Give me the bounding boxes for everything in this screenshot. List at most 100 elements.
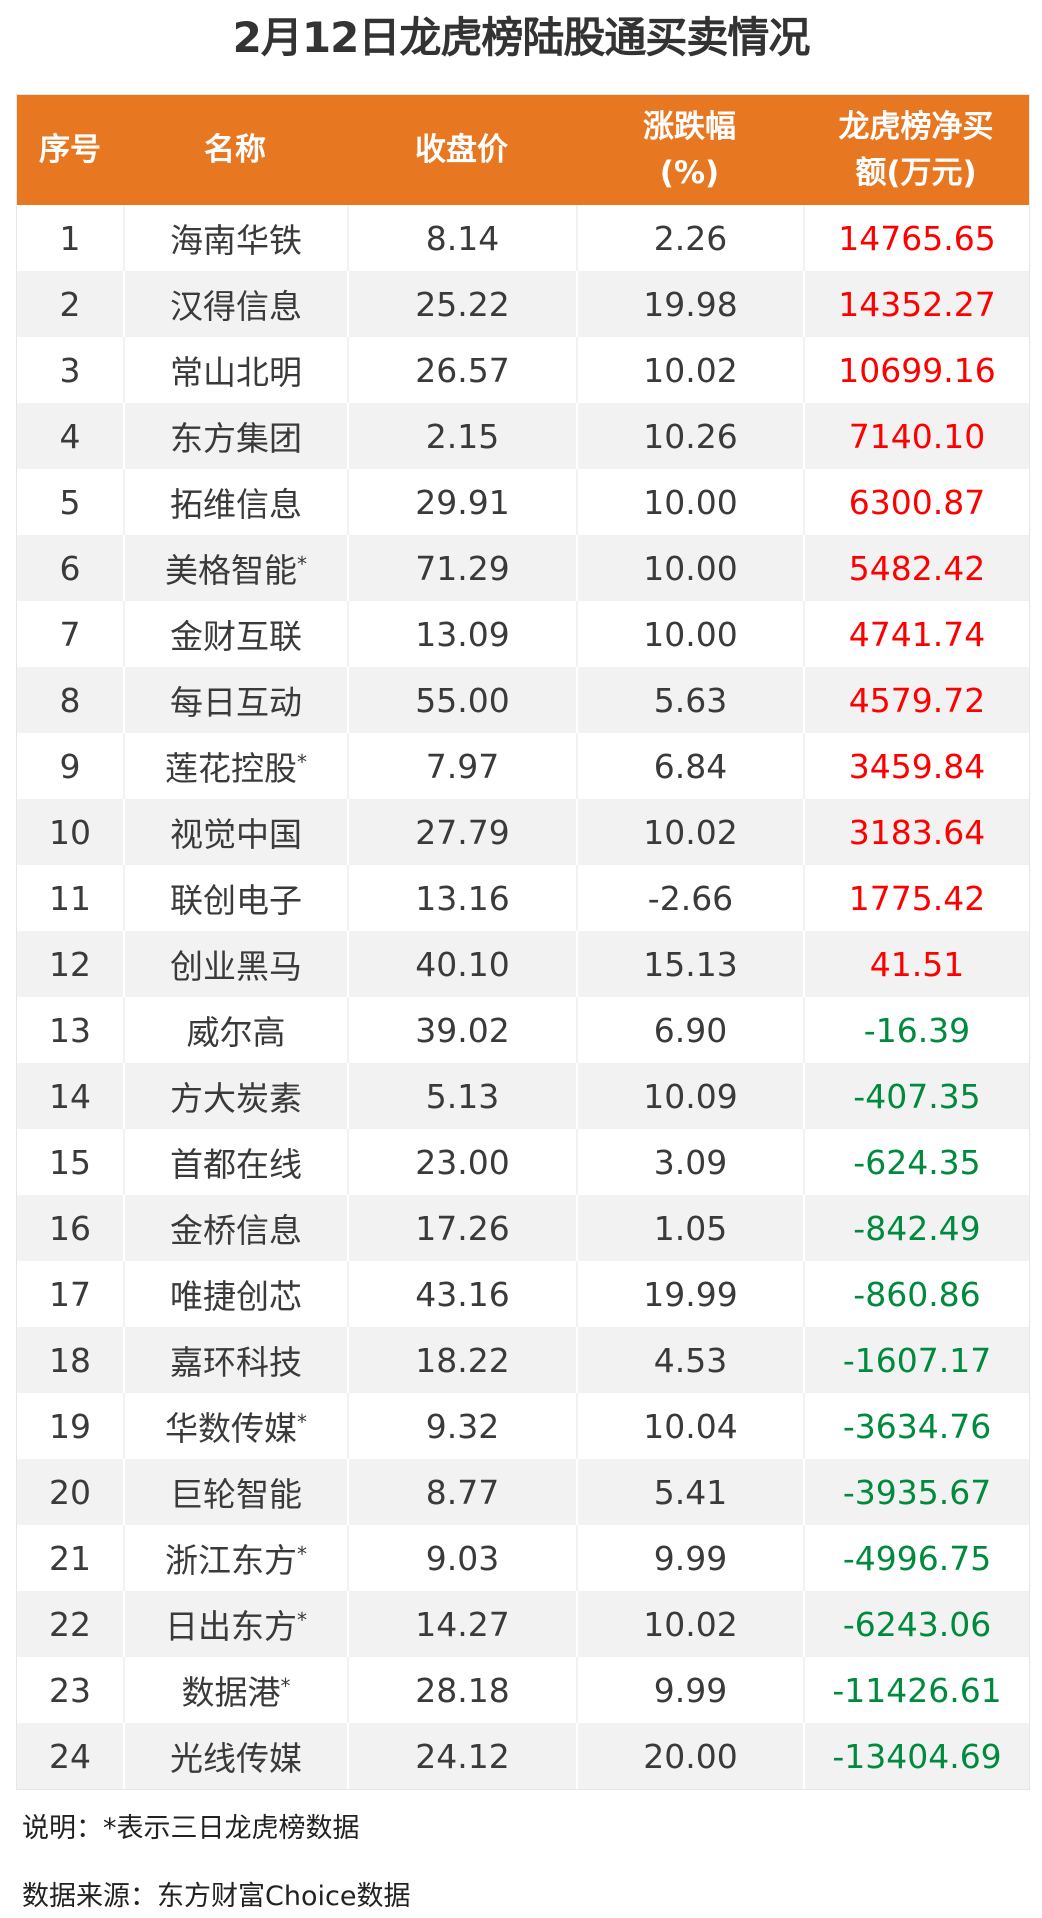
stock-name-text: 唯捷创芯 [170,1277,302,1316]
change-pct-text: 6.84 [653,746,728,786]
stock-name-text: 金桥信息 [170,1211,302,1250]
change-pct: 15.13 [576,931,803,997]
stock-name-text: 拓维信息 [170,485,302,524]
net-buy: 7140.10 [803,403,1029,469]
net-buy-text: 3459.84 [848,746,986,786]
stock-name-text: 数据港 [181,1673,281,1712]
net-buy: 4579.72 [803,667,1029,733]
stock-name: 每日互动 [123,667,347,733]
net-buy-text: -842.49 [853,1208,981,1248]
stock-name-text: 方大炭素 [170,1079,302,1118]
net-buy: -1607.17 [803,1327,1029,1393]
row-index-text: 20 [49,1472,91,1512]
net-buy-text: 3183.64 [848,812,986,852]
stock-name: 金桥信息 [123,1195,347,1261]
table-row: 23 数据港 * 28.18 9.99 -11426.61 [17,1657,1029,1723]
close-price: 2.15 [347,403,576,469]
table-row: 16 金桥信息 17.26 1.05 -842.49 [17,1195,1029,1261]
stock-name-text: 华数传媒 [165,1409,297,1448]
change-pct: 10.00 [576,535,803,601]
net-buy: 41.51 [803,931,1029,997]
change-pct-text: 19.99 [643,1274,738,1314]
table-row: 22 日出东方 * 14.27 10.02 -6243.06 [17,1591,1029,1657]
change-pct: 6.90 [576,997,803,1063]
three-day-marker: * [297,552,307,576]
stock-name: 首都在线 [123,1129,347,1195]
net-buy-text: -624.35 [853,1142,981,1182]
stock-name-text: 首都在线 [170,1145,302,1184]
net-buy-text: 14352.27 [838,284,996,324]
table-row: 1 海南华铁 8.14 2.26 14765.65 [17,205,1029,271]
table-row: 5 拓维信息 29.91 10.00 6300.87 [17,469,1029,535]
table-row: 18 嘉环科技 18.22 4.53 -1607.17 [17,1327,1029,1393]
net-buy: -13404.69 [803,1723,1029,1789]
close-price-text: 8.77 [425,1472,500,1512]
change-pct-text: 10.26 [643,416,738,456]
stock-name-text: 光线传媒 [170,1739,302,1778]
change-pct: 19.99 [576,1261,803,1327]
close-price: 14.27 [347,1591,576,1657]
row-index: 23 [17,1657,123,1723]
close-price-text: 71.29 [415,548,510,588]
stock-name: 日出东方 * [123,1591,347,1657]
stock-name: 浙江东方 * [123,1525,347,1591]
table-row: 14 方大炭素 5.13 10.09 -407.35 [17,1063,1029,1129]
table-row: 15 首都在线 23.00 3.09 -624.35 [17,1129,1029,1195]
net-buy-text: 1775.42 [848,878,986,918]
stock-name-text: 海南华铁 [170,221,302,260]
table-header: 序号 名称 收盘价 涨跌幅 (%) 龙虎榜净买 额(万元) [17,95,1029,205]
row-index-text: 9 [59,746,81,786]
stock-name-text: 巨轮智能 [170,1475,302,1514]
stock-name-text: 创业黑马 [170,947,302,986]
table-row: 24 光线传媒 24.12 20.00 -13404.69 [17,1723,1029,1789]
row-index: 8 [17,667,123,733]
stock-name-text: 威尔高 [186,1013,286,1052]
three-day-marker: * [297,1608,307,1632]
net-buy-text: 10699.16 [838,350,996,390]
row-index-text: 5 [59,482,81,522]
change-pct-text: 10.02 [643,350,738,390]
stock-name-text: 嘉环科技 [170,1343,302,1382]
net-buy-text: 5482.42 [848,548,986,588]
close-price: 18.22 [347,1327,576,1393]
net-buy-text: 6300.87 [848,482,986,522]
close-price: 9.32 [347,1393,576,1459]
change-pct: 20.00 [576,1723,803,1789]
close-price-text: 28.18 [415,1670,510,1710]
net-buy: 3459.84 [803,733,1029,799]
row-index: 16 [17,1195,123,1261]
change-pct-text: 9.99 [653,1538,728,1578]
stock-name-text: 联创电子 [170,881,302,920]
row-index-text: 16 [49,1208,91,1248]
row-index: 14 [17,1063,123,1129]
change-pct-text: -2.66 [647,878,734,918]
stock-name-text: 浙江东方 [165,1541,297,1580]
close-price-text: 39.02 [415,1010,510,1050]
net-buy: 14352.27 [803,271,1029,337]
close-price-text: 25.22 [415,284,510,324]
change-pct: 10.09 [576,1063,803,1129]
row-index: 1 [17,205,123,271]
net-buy-text: -11426.61 [832,1670,1002,1710]
stock-name: 华数传媒 * [123,1393,347,1459]
change-pct: -2.66 [576,865,803,931]
net-buy-text: 4741.74 [848,614,986,654]
stock-name: 常山北明 [123,337,347,403]
net-buy: -6243.06 [803,1591,1029,1657]
change-pct-text: 3.09 [653,1142,728,1182]
row-index: 4 [17,403,123,469]
row-index-text: 3 [59,350,81,390]
row-index: 12 [17,931,123,997]
table-row: 20 巨轮智能 8.77 5.41 -3935.67 [17,1459,1029,1525]
row-index-text: 4 [59,416,81,456]
net-buy: -16.39 [803,997,1029,1063]
close-price-text: 9.03 [425,1538,500,1578]
table-row: 4 东方集团 2.15 10.26 7140.10 [17,403,1029,469]
table-body: 1 海南华铁 8.14 2.26 14765.65 2 汉得信息 25.22 19.98 1435… [17,205,1029,1789]
stock-name: 威尔高 [123,997,347,1063]
change-pct-text: 5.41 [653,1472,728,1512]
stock-name: 嘉环科技 [123,1327,347,1393]
change-pct: 4.53 [576,1327,803,1393]
row-index: 17 [17,1261,123,1327]
change-pct-text: 2.26 [653,218,728,258]
